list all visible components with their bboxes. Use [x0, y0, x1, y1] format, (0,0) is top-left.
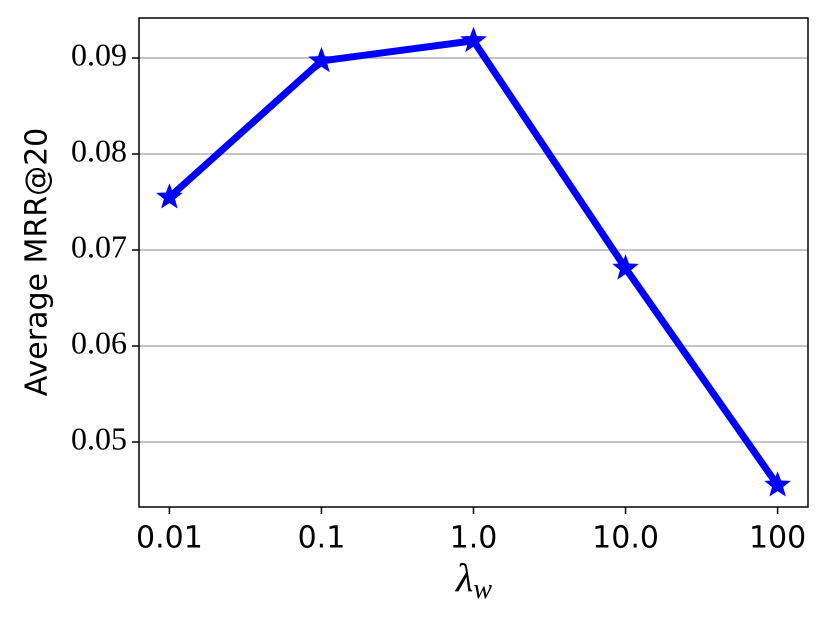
marker [612, 254, 639, 280]
marker [460, 26, 487, 53]
marker [308, 46, 335, 73]
plot-frame [138, 17, 809, 508]
x-axis-label: λw [455, 555, 492, 605]
y-tick-label: 0.05 [71, 420, 127, 456]
y-tick-label: 0.07 [71, 228, 127, 264]
x-tick-label: 1.0 [450, 521, 498, 556]
y-axis-label: Average MRR@20 [20, 128, 55, 396]
y-tick-label: 0.09 [71, 36, 127, 72]
y-tick-label: 0.08 [71, 132, 127, 168]
x-tick-label: 0.1 [298, 521, 346, 556]
x-tick-label: 0.01 [136, 521, 203, 556]
x-tick-label: 10.0 [592, 521, 659, 556]
marker [156, 183, 183, 209]
data-line [167, 37, 781, 488]
y-tick-label: 0.06 [71, 324, 127, 360]
x-tick-label: 100 [749, 521, 806, 556]
marker [764, 471, 791, 497]
